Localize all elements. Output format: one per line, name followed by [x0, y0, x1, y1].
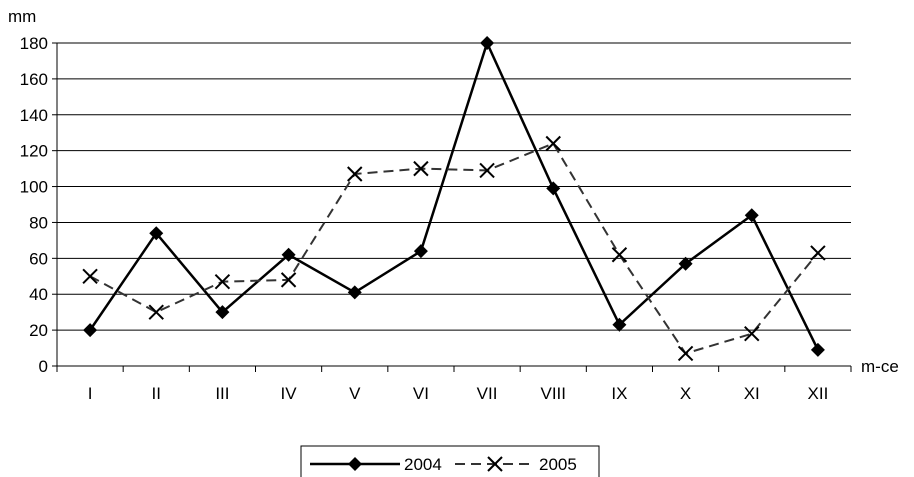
x-tick-label: I: [88, 384, 93, 403]
y-tick-label: 60: [29, 249, 48, 268]
data-point-2005: [545, 135, 561, 152]
legend-label-2004: 2004: [404, 455, 442, 474]
x-tick-label: VI: [413, 384, 429, 403]
y-tick-label: 140: [20, 106, 48, 125]
x-tick-label: III: [215, 384, 229, 403]
data-point-2004: [149, 226, 164, 241]
data-point-2004: [281, 247, 296, 262]
y-tick-label: 20: [29, 321, 48, 340]
x-tick-label: XII: [808, 384, 829, 403]
legend-label-2005: 2005: [539, 455, 577, 474]
data-point-2004: [612, 317, 627, 332]
data-point-2004: [810, 342, 825, 357]
x-tick-label: VIII: [540, 384, 566, 403]
data-point-2005: [347, 166, 363, 182]
data-point-2004: [347, 285, 362, 300]
series-line-2004: [89, 39, 820, 351]
y-tick-label: 160: [20, 70, 48, 89]
data-point-2005: [611, 247, 628, 263]
x-tick-label: IV: [281, 384, 298, 403]
data-point-2005: [280, 272, 297, 288]
data-point-2004: [678, 256, 693, 271]
data-point-2004: [744, 208, 759, 223]
data-point-2005: [82, 268, 98, 284]
y-tick-label: 100: [20, 178, 48, 197]
y-tick-label: 0: [39, 357, 48, 376]
data-point-2004: [413, 244, 428, 259]
series-group: [82, 36, 826, 362]
series-line-2005: [89, 142, 819, 355]
plot-area: [57, 43, 851, 366]
x-axis-unit-label: m-ce: [861, 357, 899, 376]
data-point-2004: [480, 36, 495, 50]
x-tick-label: IX: [611, 384, 627, 403]
legend-marker-x-icon: [487, 456, 503, 472]
data-point-2005: [413, 160, 429, 177]
series-2004: [83, 36, 825, 357]
x-tick-label: V: [349, 384, 361, 403]
y-tick-labels: 0 20 40 60 80 100 120 140 160 180: [20, 34, 57, 376]
y-tick-label: 180: [20, 34, 48, 53]
x-tick-label: X: [680, 384, 691, 403]
y-tick-label: 120: [20, 142, 48, 161]
y-tick-label: 40: [29, 285, 48, 304]
x-tick-labels: I II III IV V VI VII VIII IX X XI XII: [56, 366, 852, 403]
data-point-2004: [546, 181, 561, 196]
legend-marker-diamond-icon: [348, 457, 362, 471]
x-tick-label: II: [152, 384, 161, 403]
data-point-2005: [810, 245, 826, 261]
data-point-2004: [215, 305, 230, 320]
x-tick-label: VII: [477, 384, 498, 403]
series-2005: [82, 135, 826, 362]
data-point-2005: [148, 304, 164, 320]
legend: 2004 2005: [300, 445, 600, 477]
x-tick-label: XI: [744, 384, 760, 403]
y-tick-label: 80: [29, 213, 48, 232]
data-point-2005: [479, 162, 495, 179]
data-point-2004: [83, 323, 98, 338]
data-point-2005: [744, 325, 760, 342]
data-point-2005: [214, 273, 231, 290]
y-axis-unit-label: mm: [8, 7, 36, 26]
data-point-2005: [677, 345, 694, 362]
